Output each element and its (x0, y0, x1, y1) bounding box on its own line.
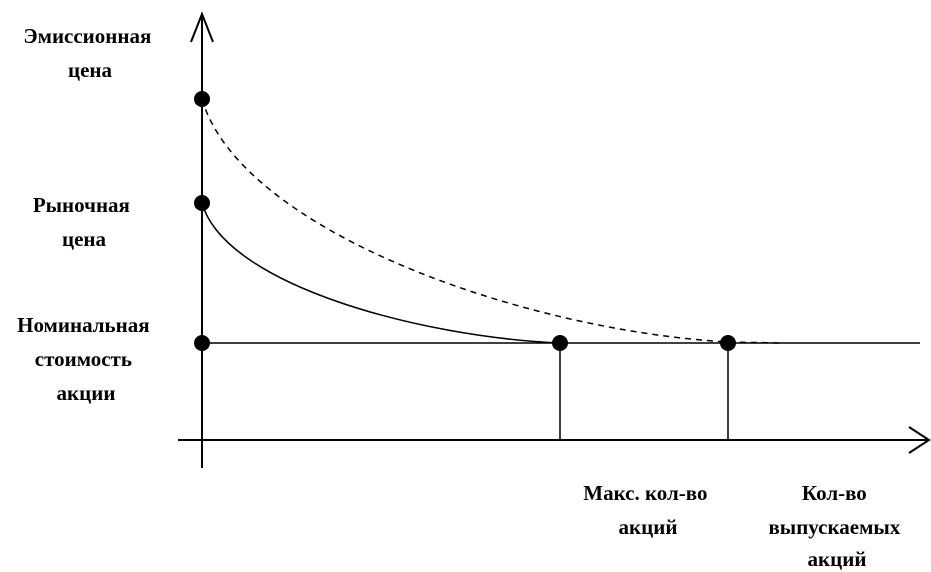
issued-shares-point (720, 335, 736, 351)
y-axis-arrow (190, 11, 214, 43)
market-price-label: Рыночная цена (33, 193, 135, 251)
issued-shares-label: Кол-во выпускаемых акций (768, 481, 905, 571)
nominal-value-point (194, 335, 210, 351)
max-shares-label: Макс. кол-во акций (583, 481, 713, 539)
nominal-value-label: Номинальная стоимость акции (17, 313, 155, 405)
market-price-point (194, 195, 210, 211)
x-axis-arrow (908, 426, 931, 454)
emission-price-curve (201, 98, 781, 344)
market-price-curve (201, 202, 561, 344)
max-shares-point (552, 335, 568, 351)
emission-price-label: Эмиссионная цена (23, 24, 156, 82)
emission-price-point (194, 91, 210, 107)
